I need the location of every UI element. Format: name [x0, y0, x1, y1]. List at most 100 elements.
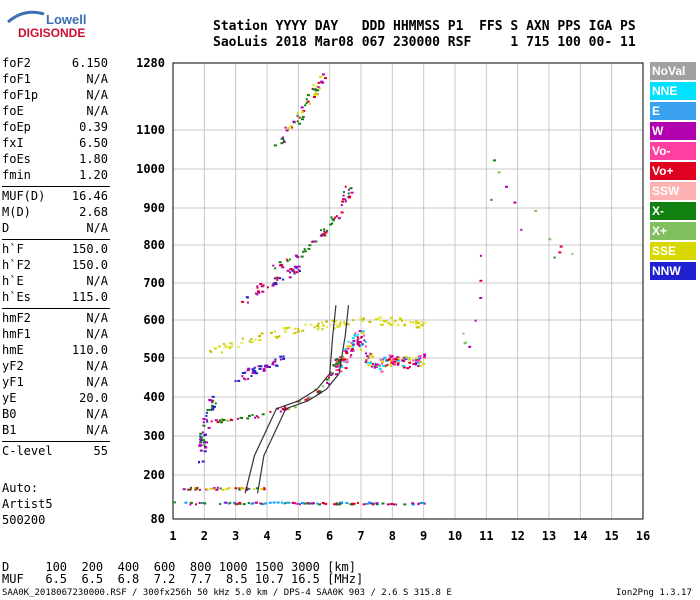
echo-point — [373, 366, 376, 369]
echo-point — [333, 327, 336, 330]
echo-point — [330, 216, 333, 219]
echo-point — [301, 118, 304, 121]
echo-point — [359, 348, 362, 351]
param-label: yF1 — [2, 375, 24, 389]
echo-point — [248, 487, 251, 490]
param-value: N/A — [86, 274, 108, 288]
echo-point — [335, 503, 338, 506]
echo-point — [208, 408, 212, 411]
echo-point — [291, 126, 293, 129]
echo-point — [368, 501, 372, 504]
echo-point — [315, 88, 317, 91]
echo-point — [342, 358, 346, 361]
echo-point — [229, 346, 232, 349]
echo-point — [415, 361, 418, 364]
echo-point — [316, 89, 320, 92]
legend-item-x: X- — [650, 202, 696, 220]
param-row-foep: foEp 0.39 — [2, 120, 108, 136]
echo-point — [205, 411, 208, 414]
echo-point — [281, 266, 285, 269]
echo-point — [415, 323, 418, 326]
echo-point — [285, 501, 288, 504]
echo-point — [287, 326, 291, 329]
echo-point — [350, 349, 354, 352]
echo-point — [335, 323, 338, 326]
echo-point — [309, 103, 312, 105]
echo-point — [408, 365, 411, 368]
echo-point — [505, 185, 508, 188]
echo-point — [199, 435, 202, 438]
echo-point — [237, 345, 241, 348]
echo-point — [389, 356, 393, 359]
echo-point — [229, 418, 232, 421]
x-tick-label: 13 — [542, 529, 556, 543]
echo-point — [344, 348, 347, 350]
echo-point — [402, 366, 406, 369]
echo-point — [378, 365, 381, 368]
echo-point — [307, 502, 311, 505]
echo-point — [354, 332, 357, 335]
echo-point — [287, 408, 291, 411]
echo-point — [203, 441, 205, 444]
echo-point — [333, 503, 336, 506]
echo-point — [332, 219, 335, 222]
echo-point — [241, 487, 245, 490]
echo-point — [247, 502, 250, 504]
echo-point — [199, 438, 202, 441]
echo-point — [286, 269, 290, 272]
param-label: foEp — [2, 120, 31, 134]
param-row-d: D N/A — [2, 221, 108, 237]
echo-point — [386, 503, 390, 506]
x-tick-label: 2 — [201, 529, 208, 543]
echo-point — [409, 321, 412, 324]
echo-point — [313, 326, 316, 329]
echo-point — [207, 426, 211, 429]
echo-point — [382, 364, 386, 367]
echo-point — [217, 345, 221, 348]
profile-fit-curve — [244, 305, 337, 494]
echo-point — [346, 347, 350, 350]
echo-point — [401, 319, 403, 322]
echo-point — [203, 450, 207, 453]
param-row-mufd: MUF(D) 16.46 — [2, 189, 108, 205]
param-label: MUF(D) — [2, 189, 46, 203]
echo-point — [297, 265, 301, 268]
y-tick-label: 200 — [143, 468, 165, 482]
echo-point — [264, 364, 267, 367]
echo-point — [391, 355, 394, 358]
echo-point — [423, 502, 426, 505]
echo-point — [299, 400, 302, 403]
param-label: h`E — [2, 274, 24, 288]
echo-point — [282, 327, 286, 330]
param-row-b0: B0 N/A — [2, 407, 108, 423]
echo-point — [418, 364, 422, 367]
y-tick-label: 300 — [143, 429, 165, 443]
echo-point — [315, 93, 319, 96]
echo-point — [262, 368, 266, 371]
echo-point — [205, 414, 208, 417]
echo-point — [337, 361, 341, 364]
param-row-hf: h`F 150.0 — [2, 242, 108, 258]
echo-point — [260, 285, 264, 288]
echo-point — [379, 323, 383, 326]
echo-point — [417, 357, 420, 360]
echo-point — [362, 503, 366, 506]
echo-point — [273, 360, 277, 363]
echo-point — [202, 424, 206, 427]
echo-point — [345, 358, 349, 361]
echo-point — [286, 260, 289, 263]
echo-point — [321, 73, 325, 76]
param-value: 2.68 — [79, 205, 108, 219]
echo-point — [261, 413, 265, 416]
echo-point — [287, 127, 290, 130]
echo-point — [338, 325, 341, 328]
echo-point — [359, 344, 362, 346]
param-value: N/A — [86, 72, 108, 86]
echo-point — [271, 363, 275, 366]
echo-point — [351, 342, 354, 345]
param-row-hmf1: hmF1 N/A — [2, 327, 108, 343]
echo-point — [222, 342, 225, 345]
echo-point — [365, 352, 367, 355]
echo-point — [293, 272, 296, 275]
